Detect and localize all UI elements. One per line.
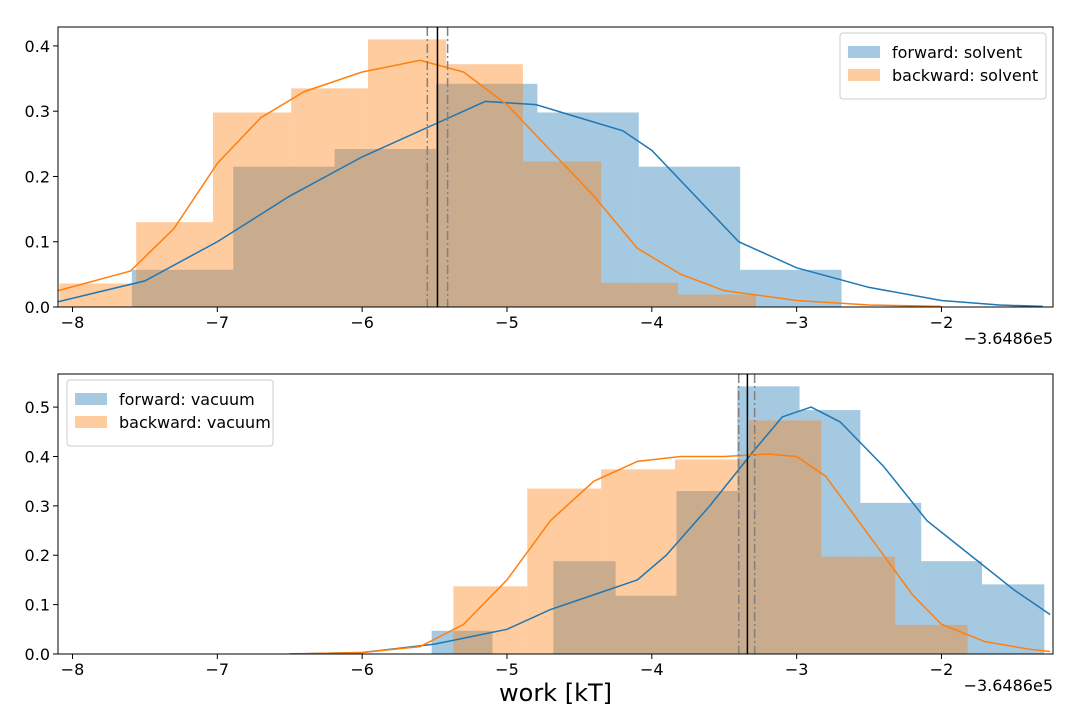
y-tick-label: 0.0 [25,645,50,664]
legend-swatch [848,69,880,81]
legend-label: forward: vacuum [119,390,255,409]
histogram-bar [212,112,292,307]
x-tick-label: −5 [495,660,519,679]
histogram-bar [436,83,538,307]
histogram-bar [982,584,1045,654]
histogram-bar [615,595,677,654]
x-tick-label: −3 [785,313,809,332]
axes-frame [57,26,1054,308]
histogram-bar [233,166,335,307]
y-tick-label: 0.1 [25,233,50,252]
kde-line [58,59,942,307]
y-tick-label: 0.4 [25,447,50,466]
histogram-bar [522,161,602,307]
legend-label: forward: solvent [892,43,1022,62]
x-tick-label: −2 [930,660,954,679]
y-tick-label: 0.3 [25,102,50,121]
x-tick-label: −7 [206,313,230,332]
histogram-bar [527,488,602,654]
legend-swatch [75,416,107,428]
legend-swatch [75,393,107,405]
x-tick-label: −3 [785,660,809,679]
histogram-bar [821,556,896,654]
histogram-bar [921,561,983,654]
histogram-bar [537,112,639,307]
y-tick-label: 0.2 [25,546,50,565]
legend-box [66,379,274,447]
legend-swatch [848,46,880,58]
plot-area [58,27,1043,307]
histogram-bar [748,420,822,654]
histogram-bar [860,502,922,654]
histogram-bar [601,282,678,307]
histogram-bar [601,469,675,654]
y-tick-label: 0.3 [25,497,50,516]
x-tick-label: −4 [640,313,664,332]
x-tick-label: −6 [350,313,374,332]
kde-line [289,406,1051,654]
histogram-bar [895,624,968,654]
histogram-bar [676,491,738,654]
histogram-bar [131,269,234,307]
legend-label: backward: solvent [892,66,1038,85]
x-tick-label: −2 [930,313,954,332]
histogram-bar [367,39,447,307]
histogram-bar [799,410,861,654]
histogram-bar [291,88,368,307]
y-tick-label: 0.1 [25,596,50,615]
histogram-bar [553,561,616,654]
plot-area [289,374,1051,654]
x-axis-label: work [kT] [499,679,612,707]
legend-label: backward: vacuum [119,413,271,432]
axes-frame [57,373,1054,655]
histogram-bar [431,630,493,654]
y-tick-label: 0.2 [25,167,50,186]
x-tick-label: −5 [495,313,519,332]
histogram-bar [677,294,757,307]
x-tick-label: −6 [350,660,374,679]
x-tick-label: −8 [61,313,85,332]
x-tick-label: −8 [61,660,85,679]
offset-label: −3.6486e5 [964,676,1053,695]
kde-line [289,453,1051,654]
kde-line [58,100,1043,307]
histogram-bar [59,283,137,307]
legend-box [839,32,1047,100]
offset-label: −3.6486e5 [964,329,1053,348]
y-tick-label: 0.0 [25,298,50,317]
y-tick-label: 0.5 [25,398,50,417]
x-tick-label: −4 [640,660,664,679]
y-tick-label: 0.4 [25,37,50,56]
x-tick-label: −7 [206,660,230,679]
histogram-bar [674,459,749,654]
histogram-bar [334,149,437,307]
histogram-bar [446,64,523,307]
